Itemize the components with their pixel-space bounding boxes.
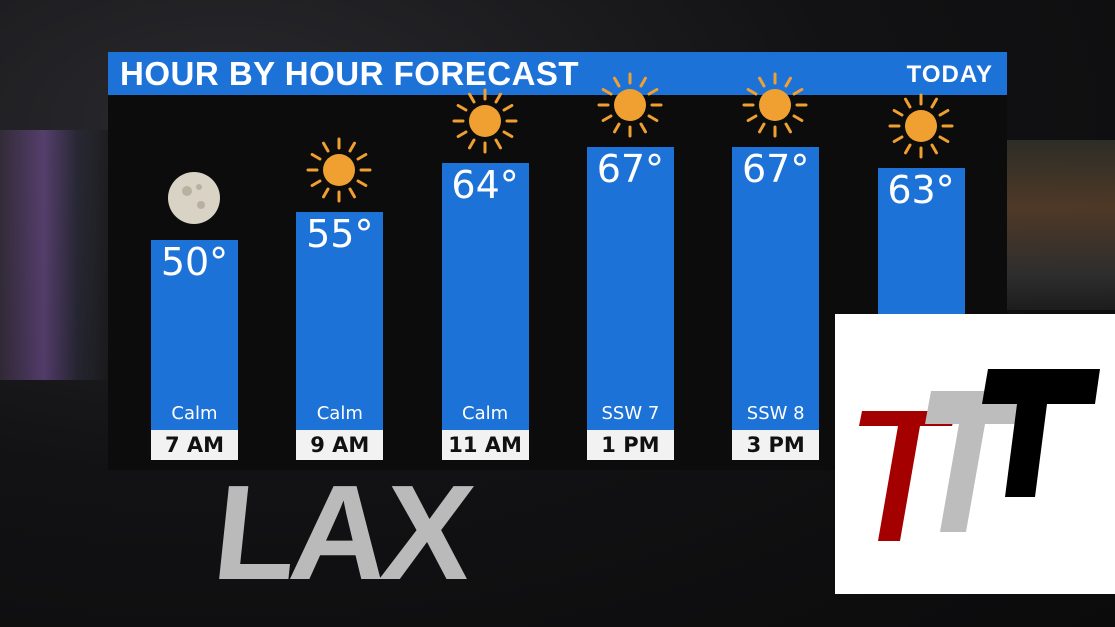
sun-icon	[452, 88, 518, 154]
sun-icon	[597, 72, 663, 137]
temp-label: 63°	[887, 168, 955, 213]
temp-bar: 50° Calm	[151, 239, 238, 430]
ttt-logo	[835, 314, 1115, 594]
moon-icon	[168, 171, 220, 224]
temp-label: 50°	[160, 239, 229, 284]
sun-icon	[306, 137, 372, 203]
period-label: TODAY	[906, 61, 993, 88]
sun-icon	[888, 93, 953, 159]
temp-bar: 67° SSW 7	[586, 146, 674, 430]
lax-sign: LAX	[207, 457, 475, 608]
temp-bar: 64° Calm	[441, 162, 529, 430]
wind-label: SSW 7	[601, 402, 660, 424]
temp-label: 67°	[596, 146, 665, 191]
ttt-logo-graphic	[859, 369, 1100, 541]
time-label: 9 AM	[296, 430, 384, 460]
wind-label: Calm	[462, 402, 509, 424]
wind-label: Calm	[316, 402, 363, 424]
temp-label: 67°	[742, 146, 810, 191]
forecast-title: HOUR BY HOUR FORECAST	[120, 55, 580, 92]
temp-label: 64°	[451, 162, 519, 207]
sun-icon	[742, 72, 808, 137]
city-lights-right	[1007, 140, 1115, 310]
wind-label: Calm	[171, 403, 218, 424]
time-label: 1 PM	[586, 430, 674, 460]
forecast-header: HOUR BY HOUR FORECAST TODAY	[108, 52, 1007, 95]
temp-label: 55°	[306, 212, 374, 257]
temp-bar: 55° Calm	[296, 212, 384, 430]
time-label: 7 AM	[151, 430, 238, 460]
time-label: 11 AM	[441, 430, 529, 460]
wind-label: SSW 8	[746, 402, 805, 424]
temp-bar: 67° SSW 8	[732, 146, 820, 430]
city-lights-left	[0, 130, 110, 380]
time-label: 3 PM	[732, 430, 820, 460]
